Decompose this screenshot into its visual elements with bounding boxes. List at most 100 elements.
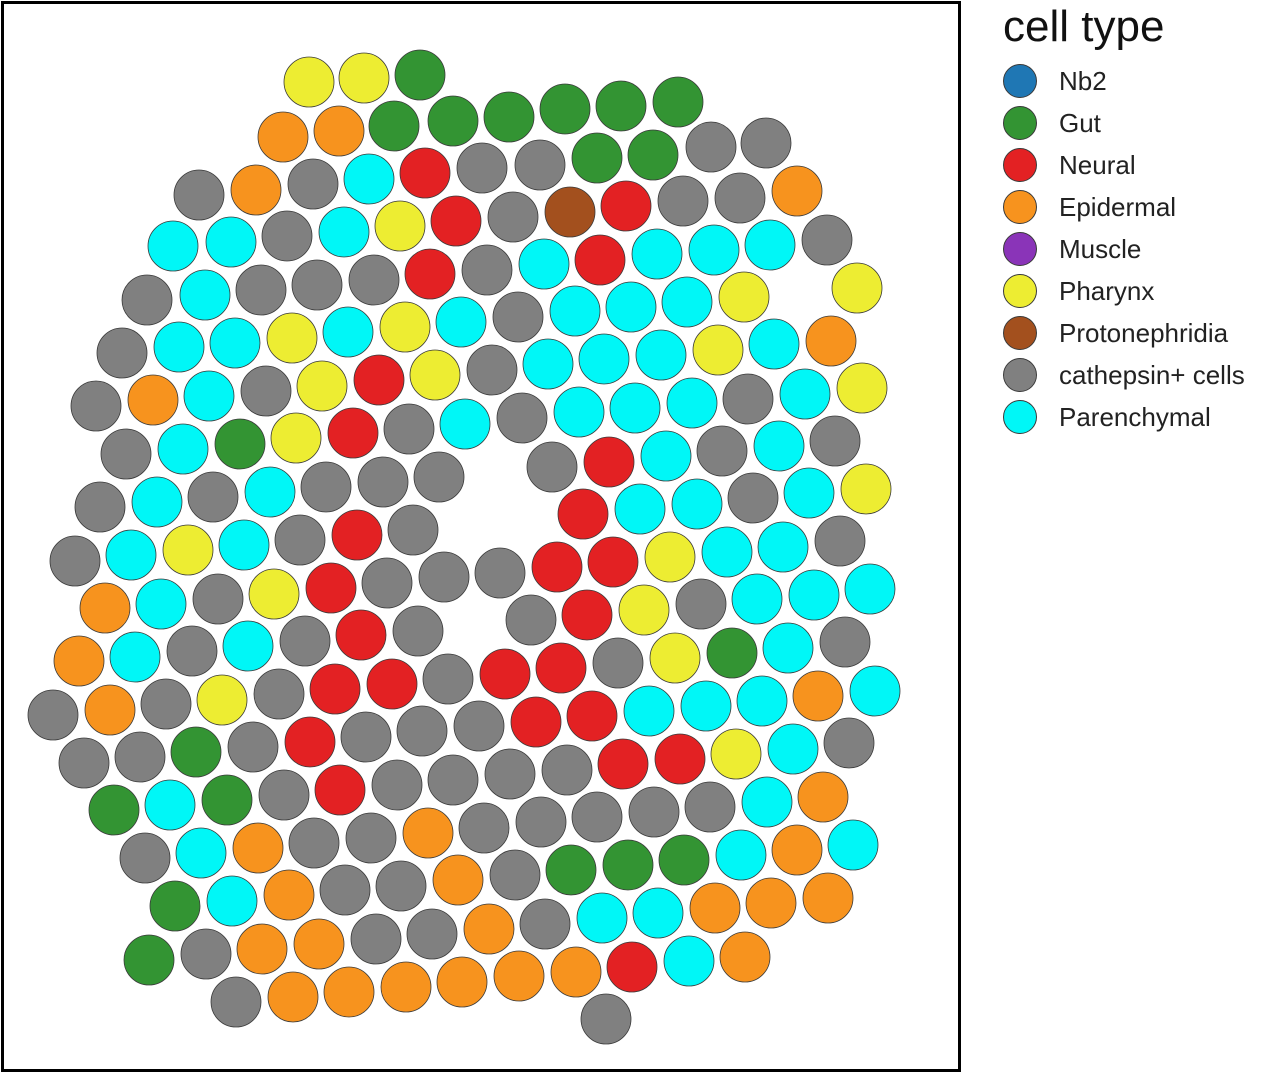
cell-point-cathepsin [74,481,126,533]
legend: cell type Nb2 Gut Neural Epidermal Muscle Pha… [1003,4,1271,438]
cell-point-parenchymal [435,296,487,348]
cell-point-parenchymal [779,368,831,420]
cell-point-parenchymal [518,238,570,290]
cell-point-cathepsin [345,812,397,864]
cell-point-cathepsin [49,535,101,587]
cell-point-parenchymal [206,875,258,927]
cell-point-cathepsin [526,441,578,493]
cell-point-gut [652,76,704,128]
legend-label-epidermal: Epidermal [1059,191,1177,222]
cell-point-parenchymal [209,317,261,369]
cell-point-neural [557,488,609,540]
cell-point-pharynx [710,728,762,780]
cell-point-parenchymal [701,526,753,578]
cell-point-gut [595,80,647,132]
legend-swatch-neural [1003,148,1037,182]
cell-point-neural [284,716,336,768]
cell-point-cathepsin [492,291,544,343]
cell-point-cathepsin [173,169,225,221]
cell-point-parenchymal [671,478,723,530]
cell-point-parenchymal [322,306,374,358]
cell-point-neural [353,354,405,406]
cell-point-parenchymal [632,887,684,939]
cell-point-parenchymal [663,935,715,987]
cell-point-neural [583,436,635,488]
cell-point-cathepsin [461,244,513,296]
legend-label-cathepsin: cathepsin+ cells [1059,359,1245,390]
cell-point-neural [606,941,658,993]
legend-item-pharynx: Pharynx [1003,270,1271,312]
cell-point-cathepsin [823,717,875,769]
cell-point-neural [305,562,357,614]
cell-point-cathepsin [413,451,465,503]
cell-point-parenchymal [222,620,274,672]
cell-point-epidermal [792,670,844,722]
cell-point-epidermal [436,956,488,1008]
cell-point-parenchymal [183,370,235,422]
cell-point-neural [366,658,418,710]
cell-point-epidermal [802,872,854,924]
cell-point-cathepsin [453,700,505,752]
legend-swatch-nb2 [1003,64,1037,98]
cell-point-pharynx [338,52,390,104]
cell-point-epidermal [263,869,315,921]
cell-point-cathepsin [319,864,371,916]
cell-point-parenchymal [343,153,395,205]
cell-point-pharynx [840,463,892,515]
cell-point-cathepsin [458,802,510,854]
legend-item-cathepsin: cathepsin+ cells [1003,354,1271,396]
cell-point-epidermal [493,950,545,1002]
cell-point-parenchymal [762,622,814,674]
scatter-plot [1,1,961,1072]
legend-swatch-parenchymal [1003,400,1037,434]
cell-point-parenchymal [736,675,788,727]
cell-point-cathepsin [514,139,566,191]
cell-point-gut [427,95,479,147]
cell-point-cathepsin [496,392,548,444]
cell-point-gut [539,83,591,135]
legend-swatch-cathepsin [1003,358,1037,392]
cell-point-cathepsin [819,616,871,668]
cell-point-pharynx [649,632,701,684]
cell-point-cathepsin [487,191,539,243]
cell-point-cathepsin [166,625,218,677]
legend-label-pharynx: Pharynx [1059,275,1155,306]
cell-point-cathepsin [387,504,439,556]
cell-point-gut [88,784,140,836]
cell-point-parenchymal [522,338,574,390]
legend-label-muscle: Muscle [1059,233,1142,264]
legend-swatch-epidermal [1003,190,1037,224]
legend-item-epidermal: Epidermal [1003,186,1271,228]
cell-point-cathepsin [180,928,232,980]
cell-point-parenchymal [666,377,718,429]
cell-point-neural [327,407,379,459]
cell-point-cathepsin [592,637,644,689]
cell-point-parenchymal [205,216,257,268]
legend-swatch-muscle [1003,232,1037,266]
cell-point-epidermal [380,961,432,1013]
cell-point-parenchymal [849,665,901,717]
cell-point-parenchymal [439,398,491,450]
cell-point-pharynx [409,349,461,401]
cell-point-gut [545,844,597,896]
cell-point-cathepsin [489,849,541,901]
cell-point-cathepsin [474,547,526,599]
cell-point-neural [314,764,366,816]
cell-point-cathepsin [422,653,474,705]
cell-point-parenchymal [844,563,896,615]
cell-point-pharynx [831,262,883,314]
cell-point-cathepsin [456,142,508,194]
cell-point-epidermal [323,966,375,1018]
legend-label-protonephridia: Protonephridia [1059,317,1229,348]
cell-point-epidermal [257,111,309,163]
cell-point-pharynx [248,568,300,620]
cell-point-pharynx [266,312,318,364]
cell-point-parenchymal [827,819,879,871]
cell-point-cathepsin [722,373,774,425]
cell-point-gut [394,49,446,101]
cell-point-gut [706,627,758,679]
cell-point-neural [587,536,639,588]
cell-point-gut [149,880,201,932]
cell-point-cathepsin [371,759,423,811]
cell-point-neural [574,234,626,286]
